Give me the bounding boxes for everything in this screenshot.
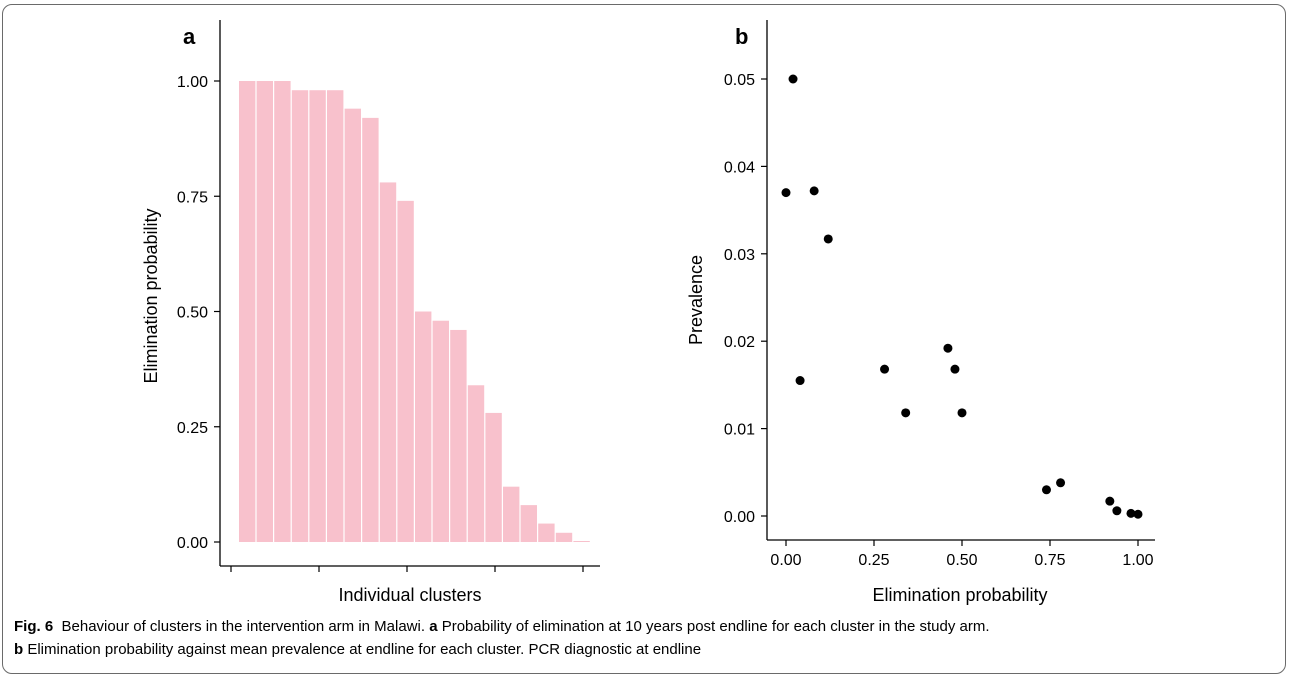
panel-b-point bbox=[1041, 485, 1051, 495]
panel-a-y-tick-label: 0.50 bbox=[177, 305, 208, 322]
panel-b-x-tick-label: 0.25 bbox=[858, 552, 889, 569]
panel-b-point bbox=[809, 186, 819, 196]
panel-a-bar bbox=[485, 412, 502, 542]
panel-b-point bbox=[880, 364, 890, 374]
panel-b-point bbox=[943, 343, 953, 353]
panel-b-point bbox=[1126, 508, 1136, 518]
panel-b-point bbox=[957, 408, 967, 418]
caption-part-b-text: Elimination probability against mean pre… bbox=[27, 641, 702, 658]
caption-title: Behaviour of clusters in the interventio… bbox=[61, 618, 426, 635]
caption-part-b-label: b bbox=[14, 641, 24, 658]
panel-a-y-tick-label: 0.25 bbox=[177, 420, 208, 437]
panel-b-point bbox=[901, 408, 911, 418]
panel-b-point bbox=[1112, 506, 1122, 516]
panel-b-y-tick-label: 0.05 bbox=[724, 72, 755, 89]
panel-a-y-tick-label: 1.00 bbox=[177, 74, 208, 91]
panel-a-bar bbox=[573, 541, 590, 542]
panel-a-bar bbox=[291, 90, 309, 542]
panel-b-y-axis-title: Prevalence bbox=[686, 255, 706, 345]
panel-b-point bbox=[1133, 509, 1143, 519]
panel-b-x-axis-title: Elimination probability bbox=[872, 585, 1047, 605]
panel-a-bar bbox=[450, 329, 467, 542]
panel-a-bar bbox=[327, 90, 344, 542]
panel-b: b Prevalence Elimination probability 0.0… bbox=[686, 20, 1155, 605]
panel-b-label: b bbox=[735, 24, 748, 49]
panel-b-x-tick-label: 0.00 bbox=[770, 552, 801, 569]
figure-frame bbox=[2, 4, 1286, 674]
panel-a-bar bbox=[379, 182, 397, 543]
panel-b-point bbox=[781, 188, 791, 198]
panel-b-point bbox=[795, 376, 805, 386]
panel-a-bar bbox=[309, 90, 326, 542]
panel-b-point bbox=[950, 364, 960, 374]
panel-b-x-tick-label: 0.50 bbox=[946, 552, 977, 569]
panel-a-bar bbox=[520, 505, 537, 542]
panel-a-bar bbox=[344, 108, 361, 542]
panel-b-y-tick-label: 0.01 bbox=[724, 422, 755, 439]
panel-b-point bbox=[1056, 478, 1066, 488]
panel-a-bar bbox=[503, 486, 520, 542]
figure-caption: Fig. 6 Behaviour of clusters in the inte… bbox=[14, 615, 1276, 661]
panel-a-bar bbox=[555, 532, 573, 542]
panel-a-bar bbox=[274, 81, 291, 542]
panel-a-bar bbox=[239, 81, 256, 542]
caption-fig-label: Fig. 6 bbox=[14, 618, 54, 635]
panel-b-point bbox=[823, 234, 833, 244]
panel-a-y-tick-label: 0.00 bbox=[177, 535, 208, 552]
panel-b-y-tick-label: 0.00 bbox=[724, 509, 755, 526]
panel-a: a Elimination probability Individual clu… bbox=[141, 20, 600, 605]
caption-part-a-text: Probability of elimination at 10 years p… bbox=[441, 618, 990, 635]
panel-b-x-tick-label: 0.75 bbox=[1034, 552, 1065, 569]
panel-a-bar bbox=[538, 523, 555, 542]
panel-a-y-axis-title: Elimination probability bbox=[141, 208, 161, 383]
panel-a-bar bbox=[256, 81, 273, 542]
panel-a-y-tick-label: 0.75 bbox=[177, 189, 208, 206]
panel-a-bar bbox=[415, 311, 432, 542]
panel-b-point bbox=[1105, 496, 1115, 506]
panel-b-x-tick-label: 1.00 bbox=[1122, 552, 1153, 569]
panel-b-y-tick-label: 0.04 bbox=[724, 159, 755, 176]
panel-a-label: a bbox=[183, 24, 196, 49]
panel-a-x-axis-title: Individual clusters bbox=[338, 585, 481, 605]
caption-part-a-label: a bbox=[429, 618, 438, 635]
panel-a-bar bbox=[362, 117, 379, 542]
panel-a-bar bbox=[467, 385, 485, 542]
panel-b-y-tick-label: 0.03 bbox=[724, 247, 755, 264]
panel-a-bar bbox=[432, 320, 449, 542]
panel-a-bar bbox=[397, 200, 414, 543]
figure-canvas: a Elimination probability Individual clu… bbox=[141, 20, 1155, 605]
panel-b-y-tick-label: 0.02 bbox=[724, 334, 755, 351]
panel-b-point bbox=[788, 74, 798, 84]
